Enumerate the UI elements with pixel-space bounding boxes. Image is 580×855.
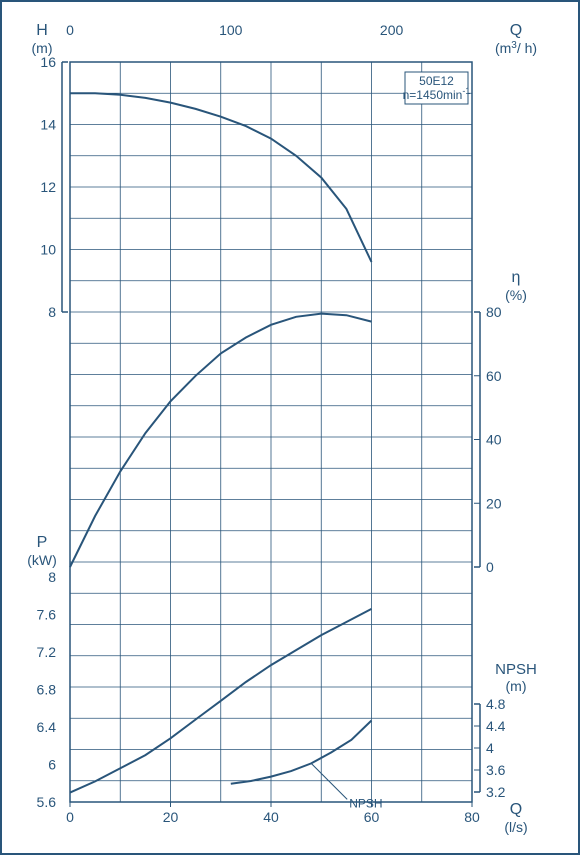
svg-text:0: 0 (66, 809, 74, 825)
svg-text:80: 80 (486, 304, 502, 320)
pump-chart-svg: 0100200Q(m3/ h)020406080Q(l/s)H(m)161412… (2, 2, 578, 853)
svg-text:4: 4 (486, 740, 494, 756)
svg-text:50E12: 50E12 (419, 74, 454, 88)
svg-text:3.6: 3.6 (486, 762, 506, 778)
svg-text:6.4: 6.4 (37, 719, 57, 735)
svg-text:200: 200 (380, 22, 404, 38)
svg-text:14: 14 (40, 117, 56, 133)
svg-text:(%): (%) (505, 287, 527, 303)
svg-text:60: 60 (364, 809, 380, 825)
svg-text:0: 0 (486, 559, 494, 575)
svg-text:16: 16 (40, 54, 56, 70)
svg-text:(m3/ h): (m3/ h) (495, 40, 537, 57)
svg-text:NPSH: NPSH (349, 796, 382, 810)
svg-text:(l/s): (l/s) (504, 819, 527, 835)
svg-text:60: 60 (486, 368, 502, 384)
svg-text:100: 100 (219, 22, 243, 38)
svg-text:80: 80 (464, 809, 480, 825)
svg-text:Q: Q (510, 801, 522, 818)
svg-text:10: 10 (40, 242, 56, 258)
svg-text:6: 6 (48, 757, 56, 773)
svg-text:40: 40 (263, 809, 279, 825)
svg-text:12: 12 (40, 179, 56, 195)
svg-text:(kW): (kW) (27, 552, 57, 568)
svg-text:20: 20 (486, 495, 502, 511)
svg-text:n=1450min-1: n=1450min-1 (403, 86, 471, 102)
svg-text:6.8: 6.8 (37, 682, 57, 698)
svg-text:H: H (36, 22, 48, 39)
svg-text:7.6: 7.6 (37, 607, 57, 623)
svg-text:NPSH: NPSH (495, 661, 537, 678)
svg-text:8: 8 (48, 569, 56, 585)
svg-text:P: P (37, 534, 48, 551)
svg-text:3.2: 3.2 (486, 784, 506, 800)
svg-text:5.6: 5.6 (37, 794, 57, 810)
svg-text:8: 8 (48, 304, 56, 320)
svg-text:Q: Q (510, 22, 522, 39)
svg-text:(m): (m) (506, 678, 527, 694)
pump-chart-container: 0100200Q(m3/ h)020406080Q(l/s)H(m)161412… (0, 0, 580, 855)
svg-text:η: η (512, 269, 521, 286)
svg-text:7.2: 7.2 (37, 644, 57, 660)
svg-text:4.8: 4.8 (486, 696, 506, 712)
svg-text:40: 40 (486, 432, 502, 448)
curve-npsh (231, 721, 372, 784)
svg-text:20: 20 (163, 809, 179, 825)
svg-text:4.4: 4.4 (486, 718, 506, 734)
svg-text:0: 0 (66, 22, 74, 38)
